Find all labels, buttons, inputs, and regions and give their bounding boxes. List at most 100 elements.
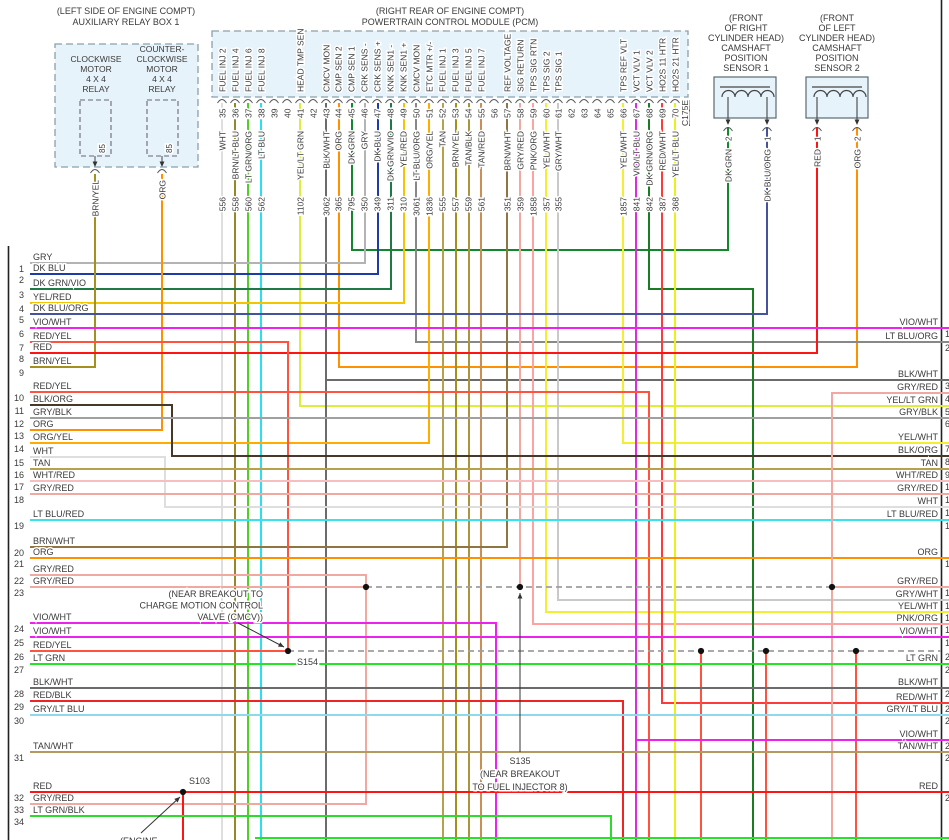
right-row-label-8: BLK/ORG <box>898 445 938 455</box>
pcm-pin-name-68: VCT VLV 2 <box>645 50 655 92</box>
wire-gry-wht <box>557 103 949 601</box>
right-row-number-9: 9 <box>945 470 949 480</box>
pcm-pin-wire-color-53: BRN/YEL <box>451 131 461 168</box>
right-row-label-22: BLK/WHT <box>898 677 939 687</box>
pcm-pin-circuit-60: 357 <box>542 197 552 211</box>
connector-bracket <box>618 99 628 104</box>
pcm-pin-circuit-55: 561 <box>477 197 487 211</box>
wire-dk-grn-org <box>648 103 754 840</box>
left-row-number-23: 23 <box>14 588 24 598</box>
auxiliary-relay-box <box>54 43 199 168</box>
wire-org-yel <box>30 103 430 444</box>
sensor-coil-icon <box>813 89 867 98</box>
pcm-pin-circuit-41: 1102 <box>296 197 306 216</box>
sensor2-title-line: CYLINDER HEAD) <box>799 33 875 43</box>
right-row-number-5: 5 <box>945 407 949 417</box>
left-row-label-32: RED <box>33 781 53 791</box>
pcm-box <box>211 30 689 98</box>
sensor-coil-icon <box>721 89 775 98</box>
left-row-label-24: VIO/WHT <box>33 612 72 622</box>
right-row-label-27: RED <box>919 781 939 791</box>
right-row-number-11: 11 <box>945 495 949 505</box>
pcm-pin-number-39: 39 <box>270 108 280 118</box>
connector-bracket <box>502 99 512 104</box>
pcm-pin-number-50: 50 <box>412 108 422 118</box>
pcm-pin-name-50: CMCV MON <box>412 45 422 92</box>
left-row-number-16: 16 <box>14 470 24 480</box>
arrowhead <box>814 119 820 125</box>
pcm-pin-name-53: FUEL INJ 3 <box>451 48 461 92</box>
arrowhead <box>278 642 284 647</box>
pcm-pin-number-59: 59 <box>529 108 539 118</box>
pcm-pin-name-46: CRK SENS - <box>360 43 370 92</box>
pcm-pin-number-52: 52 <box>438 108 448 118</box>
left-row-label-20: BRN/WHT <box>33 536 75 546</box>
wire-brn-yel <box>30 174 96 368</box>
pcm-pin-number-69: 69 <box>658 108 668 118</box>
pcm-pin-name-35: FUEL INJ 2 <box>218 48 228 92</box>
left-row-number-8: 8 <box>19 354 24 364</box>
pcm-pin-number-35: 35 <box>218 108 228 118</box>
pcm-pin-circuit-70: 368 <box>671 197 681 211</box>
left-row-number-22: 22 <box>14 576 24 586</box>
left-row-label-30: GRY/LT BLU <box>33 704 85 714</box>
left-row-label-10: RED/YEL <box>33 381 72 391</box>
relay-1-wire-color-label: BRN/YEL <box>91 180 101 217</box>
pcm-pin-circuit-53: 557 <box>451 197 461 211</box>
left-row-number-2: 2 <box>19 275 24 285</box>
relay-1-label-line: RELAY <box>82 84 110 94</box>
pcm-pin-number-62: 62 <box>567 108 577 118</box>
pcm-pin-circuit-48: 311 <box>386 197 396 211</box>
pcm-pin-name-55: FUEL INJ 7 <box>477 48 487 92</box>
left-row-label-31: TAN/WHT <box>33 741 74 751</box>
connector-bracket <box>489 99 499 104</box>
right-row-label-9: TAN <box>921 458 938 468</box>
pcm-pin-circuit-43: 3062 <box>322 197 332 216</box>
pcm-pin-name-47: CRK SENS + <box>373 41 383 92</box>
left-row-number-25: 25 <box>14 638 24 648</box>
relay-1-coil-box <box>79 99 112 157</box>
left-row-number-11: 11 <box>15 406 24 416</box>
pcm-pin-circuit-67: 841 <box>632 197 642 211</box>
pcm-pin-number-49: 49 <box>399 108 409 118</box>
sensor2-title-line: (FRONT <box>820 13 854 23</box>
left-row-number-31: 31 <box>14 753 24 763</box>
sensor1-title-line: CAMSHAFT <box>721 43 771 53</box>
pcm-pin-wire-color-69: RED/WHT <box>658 131 668 171</box>
wire-red-yel <box>30 341 289 651</box>
note-cmcv-line: VALVE (CMCV)) <box>197 612 263 622</box>
relay-2-label-line: RELAY <box>148 84 176 94</box>
relay-2-coil-box <box>146 99 179 157</box>
left-row-number-5: 5 <box>19 315 24 325</box>
note-s154-line: S154 <box>297 657 318 667</box>
left-row-label-21: ORG <box>33 547 54 557</box>
pcm-pin-wire-color-41: YEL/LT GRN <box>296 131 306 180</box>
pcm-pin-number-63: 63 <box>580 108 590 118</box>
wire-red-wht <box>661 103 949 704</box>
pcm-pin-circuit-51: 1836 <box>425 197 435 216</box>
sensor-2-wire-color-label: RED <box>813 149 823 167</box>
pcm-pin-number-47: 47 <box>373 108 383 118</box>
connector-bracket <box>579 99 589 104</box>
left-row-label-34: LT GRN/BLK <box>33 805 85 815</box>
sensor2-title-line: CAMSHAFT <box>812 43 862 53</box>
right-row-number-8: 8 <box>945 457 949 467</box>
pcm-pin-circuit-58: 359 <box>516 197 526 211</box>
pcm-pin-number-45: 45 <box>347 108 357 118</box>
relay-1-pin-85: 85 <box>98 144 107 153</box>
sensor-1-pin-number: 2 <box>725 136 734 141</box>
sensor-2-wire-color-label: ORG <box>853 149 863 168</box>
right-row-number-25: 25 <box>945 741 949 751</box>
pcm-pin-number-56: 56 <box>490 108 500 118</box>
left-row-label-17: WHT/RED <box>33 470 75 480</box>
arrowhead <box>174 797 180 803</box>
left-row-number-12: 12 <box>14 419 24 429</box>
connector-bracket <box>852 127 862 132</box>
right-row-label-26: TAN/WHT <box>898 741 939 751</box>
pcm-pin-wire-color-46: GRY <box>360 131 370 150</box>
pcm-pin-name-70: HO2S 21 HTR <box>671 37 681 92</box>
right-row-label-21: LT GRN <box>906 653 938 663</box>
right-row-number-24: 24 <box>945 716 949 726</box>
pcm-pin-wire-color-57: BRN/WHT <box>503 131 513 171</box>
